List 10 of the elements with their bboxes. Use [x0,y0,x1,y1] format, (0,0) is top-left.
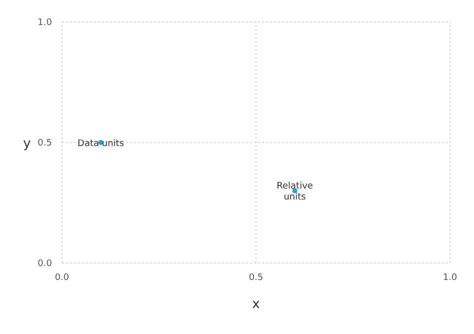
annotation: Data units [78,139,124,149]
y-tick-label: 0.5 [38,138,52,148]
x-tick-label: 0.0 [54,273,70,283]
x-tick-label: 0.5 [248,273,264,283]
y-tick-label: 0.0 [38,259,52,269]
x-tick-label: 1.0 [442,273,458,283]
y-axis-title: y [23,136,32,152]
annotation: Relative units [276,182,314,203]
y-tick-label: 1.0 [38,18,52,28]
x-axis-title: x [252,297,260,312]
